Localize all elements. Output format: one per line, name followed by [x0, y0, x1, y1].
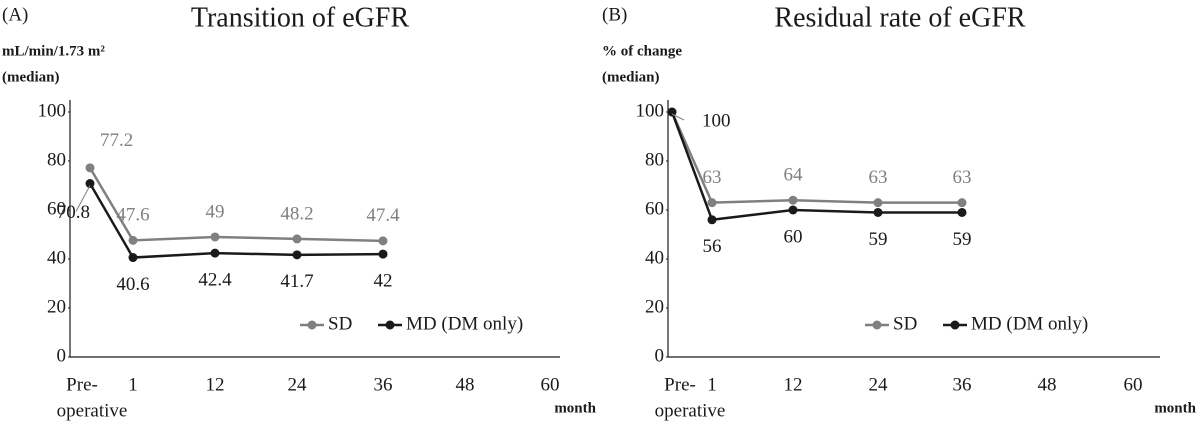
- legend-marker: [385, 320, 395, 330]
- data-label: 47.6: [116, 205, 149, 226]
- legend-label: SD: [328, 313, 352, 334]
- x-tick-label: 12: [206, 374, 225, 395]
- data-label: 42.4: [198, 269, 232, 290]
- x-axis-label: month: [1154, 400, 1196, 416]
- x-tick-label: Pre-: [66, 374, 98, 395]
- data-label: 56: [703, 236, 722, 257]
- data-label: 63: [703, 167, 722, 188]
- y-axis-label: (median): [2, 69, 60, 85]
- x-tick-label: 1: [707, 374, 717, 395]
- data-label: 63: [869, 167, 888, 188]
- x-tick-label: 36: [953, 374, 972, 395]
- y-tick-label: 80: [645, 149, 664, 170]
- x-tick-label: 36: [374, 374, 393, 395]
- data-point: [378, 236, 388, 246]
- data-label: 70.8: [57, 202, 90, 223]
- data-label: 41.7: [280, 271, 313, 292]
- data-point: [667, 107, 677, 117]
- data-label: 60: [784, 226, 803, 247]
- data-point: [85, 163, 95, 173]
- legend-label: SD: [893, 313, 917, 334]
- y-axis-label: % of change: [602, 43, 682, 59]
- y-tick-label: 80: [47, 149, 66, 170]
- chart-title: Residual rate of eGFR: [774, 2, 1025, 33]
- data-point: [85, 179, 95, 189]
- data-point: [707, 198, 717, 208]
- data-label: 63: [953, 167, 972, 188]
- legend-label: MD (DM only): [971, 313, 1088, 334]
- x-tick-label: 24: [869, 374, 889, 395]
- panel-label: (A): [2, 4, 28, 25]
- data-label: 77.2: [100, 130, 133, 151]
- data-point: [210, 232, 220, 242]
- y-tick-label: 60: [645, 198, 664, 219]
- panel-label: (B): [602, 4, 627, 25]
- data-point: [957, 207, 967, 217]
- y-tick-label: 40: [645, 247, 664, 268]
- chart-title: Transition of eGFR: [191, 2, 410, 33]
- x-tick-label: operative: [57, 400, 128, 421]
- x-tick-label: 48: [456, 374, 475, 395]
- data-label: 49: [206, 201, 225, 222]
- y-tick-label: 40: [47, 247, 66, 268]
- x-tick-label: 48: [1038, 374, 1057, 395]
- data-label: 64: [784, 165, 804, 186]
- legend-marker: [950, 320, 960, 330]
- data-point: [378, 249, 388, 259]
- x-tick-label: 60: [541, 374, 560, 395]
- y-axis-label: mL/min/1.73 m²: [2, 43, 105, 59]
- data-point: [292, 234, 302, 244]
- data-label: 42: [374, 270, 393, 291]
- data-point: [210, 248, 220, 258]
- legend-marker: [307, 320, 317, 330]
- legend-marker: [872, 320, 882, 330]
- y-tick-label: 20: [47, 296, 66, 317]
- x-tick-label: 1: [128, 374, 138, 395]
- data-point: [873, 198, 883, 208]
- leader-line: [75, 185, 91, 212]
- data-point: [128, 235, 138, 245]
- data-point: [707, 215, 717, 225]
- data-label: 47.4: [366, 205, 400, 226]
- x-tick-label: 60: [1124, 374, 1143, 395]
- y-tick-label: 100: [38, 100, 67, 121]
- y-tick-label: 0: [655, 345, 665, 366]
- data-point: [873, 207, 883, 217]
- data-label: 59: [869, 229, 888, 250]
- legend-label: MD (DM only): [406, 313, 523, 334]
- data-point: [292, 250, 302, 260]
- x-tick-label: 24: [288, 374, 308, 395]
- y-axis-label: (median): [602, 69, 660, 85]
- x-tick-label: Pre-: [664, 374, 696, 395]
- data-label: 100: [702, 110, 731, 131]
- leader-line: [671, 113, 685, 121]
- data-label: 59: [953, 229, 972, 250]
- y-tick-label: 0: [57, 345, 67, 366]
- data-label: 40.6: [116, 274, 149, 295]
- y-tick-label: 100: [636, 100, 665, 121]
- data-point: [788, 195, 798, 205]
- y-tick-label: 20: [645, 296, 664, 317]
- x-tick-label: operative: [655, 400, 726, 421]
- x-tick-label: 12: [784, 374, 803, 395]
- x-axis-label: month: [554, 400, 596, 416]
- data-point: [788, 205, 798, 215]
- data-point: [957, 198, 967, 208]
- data-label: 48.2: [280, 203, 313, 224]
- y-tick-label: 60: [47, 198, 66, 219]
- data-point: [128, 253, 138, 263]
